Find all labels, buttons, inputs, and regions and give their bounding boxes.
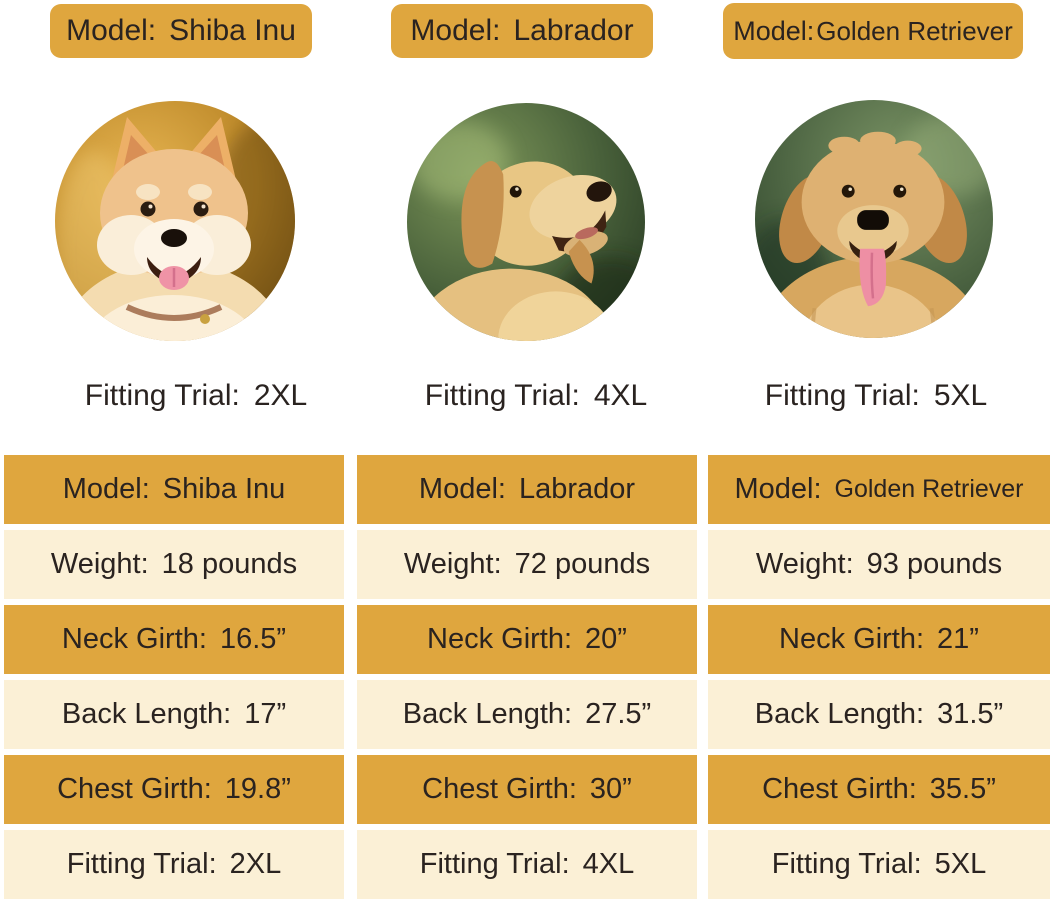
row-value: Golden Retriever — [834, 475, 1024, 503]
fitting-trial-caption-shiba: Fitting Trial: 2XL — [46, 378, 346, 414]
fitting-trial-label: Fitting Trial: — [84, 379, 240, 412]
row-label: Fitting Trial: — [66, 848, 217, 880]
table-row-weight: Weight: 18 pounds — [4, 530, 344, 599]
model-header-label: Model: — [733, 15, 815, 46]
row-value: 4XL — [582, 848, 635, 880]
model-header-value: Golden Retriever — [816, 15, 1013, 46]
row-value: 2XL — [229, 848, 282, 880]
model-header-value: Shiba Inu — [169, 14, 296, 47]
table-row-fitting-trial: Fitting Trial: 2XL — [4, 830, 344, 899]
size-table-golden-retriever: Model: Golden Retriever Weight: 93 pounds … — [708, 455, 1050, 899]
table-row-chest-girth: Chest Girth: 19.8” — [4, 755, 344, 824]
table-row-chest-girth: Chest Girth: 30” — [357, 755, 697, 824]
table-row-back-length: Back Length: 17” — [4, 680, 344, 749]
model-header-pill-shiba: Model: Shiba Inu — [50, 4, 312, 58]
table-row-back-length: Back Length: 27.5” — [357, 680, 697, 749]
fitting-trial-label: Fitting Trial: — [764, 379, 920, 412]
row-value: Labrador — [518, 473, 636, 505]
row-value: 20” — [585, 623, 627, 655]
row-value: 16.5” — [219, 623, 287, 655]
shiba-inu-photo — [55, 101, 295, 341]
golden-retriever-photo — [755, 100, 993, 338]
size-table-labrador: Model: Labrador Weight: 72 pounds Neck Gir… — [357, 455, 697, 899]
row-label: Neck Girth: — [427, 623, 573, 655]
fitting-trial-value: 4XL — [593, 379, 648, 412]
row-label: Neck Girth: — [61, 623, 207, 655]
fitting-trial-value: 2XL — [253, 379, 308, 412]
row-value: 17” — [244, 698, 287, 730]
row-value: 27.5” — [585, 698, 652, 730]
table-row-model: Model: Golden Retriever — [708, 455, 1050, 524]
table-row-neck-girth: Neck Girth: 16.5” — [4, 605, 344, 674]
row-value: 21” — [937, 623, 979, 655]
table-row-fitting-trial: Fitting Trial: 4XL — [357, 830, 697, 899]
fitting-trial-caption-golden-retriever: Fitting Trial: 5XL — [726, 378, 1026, 414]
golden-retriever-illustration — [755, 100, 993, 338]
table-row-model: Model: Labrador — [357, 455, 697, 524]
row-value: 30” — [589, 773, 632, 805]
row-label: Chest Girth: — [762, 773, 917, 805]
row-value: 93 pounds — [866, 548, 1003, 580]
table-row-back-length: Back Length: 31.5” — [708, 680, 1050, 749]
row-label: Fitting Trial: — [419, 848, 570, 880]
model-header-value: Labrador — [513, 14, 634, 47]
table-row-chest-girth: Chest Girth: 35.5” — [708, 755, 1050, 824]
row-label: Chest Girth: — [57, 773, 212, 805]
table-row-neck-girth: Neck Girth: 21” — [708, 605, 1050, 674]
labrador-illustration — [407, 103, 645, 341]
golden-retriever-dog — [758, 131, 986, 338]
fitting-trial-value: 5XL — [933, 379, 988, 412]
row-label: Weight: — [755, 548, 854, 580]
row-label: Back Length: — [754, 698, 925, 730]
row-label: Weight: — [403, 548, 502, 580]
row-value: 18 pounds — [161, 548, 298, 580]
model-header-pill-golden-retriever: Model: Golden Retriever — [723, 3, 1023, 59]
table-row-neck-girth: Neck Girth: 20” — [357, 605, 697, 674]
size-table-shiba: Model: Shiba Inu Weight: 18 pounds Neck Gi… — [4, 455, 344, 899]
fitting-trial-label: Fitting Trial: — [424, 379, 580, 412]
model-header-label: Model: — [410, 14, 501, 47]
model-header-pill-labrador: Model: Labrador — [391, 4, 653, 58]
table-row-weight: Weight: 93 pounds — [708, 530, 1050, 599]
row-label: Back Length: — [402, 698, 573, 730]
row-label: Weight: — [50, 548, 149, 580]
table-row-fitting-trial: Fitting Trial: 5XL — [708, 830, 1050, 899]
row-label: Back Length: — [61, 698, 232, 730]
row-label: Chest Girth: — [422, 773, 577, 805]
shiba-dog — [61, 117, 285, 341]
row-value: 35.5” — [929, 773, 996, 805]
table-row-weight: Weight: 72 pounds — [357, 530, 697, 599]
row-label: Model: — [418, 473, 506, 505]
table-row-model: Model: Shiba Inu — [4, 455, 344, 524]
model-header-label: Model: — [66, 14, 157, 47]
row-value: 31.5” — [937, 698, 1004, 730]
row-label: Model: — [734, 473, 822, 505]
row-label: Neck Girth: — [779, 623, 925, 655]
row-value: Shiba Inu — [162, 473, 286, 505]
labrador-photo — [407, 103, 645, 341]
shiba-inu-illustration — [55, 101, 295, 341]
fitting-trial-caption-labrador: Fitting Trial: 4XL — [386, 378, 686, 414]
row-label: Fitting Trial: — [771, 848, 922, 880]
row-value: 19.8” — [224, 773, 291, 805]
row-label: Model: — [62, 473, 150, 505]
row-value: 72 pounds — [514, 548, 651, 580]
row-value: 5XL — [934, 848, 987, 880]
